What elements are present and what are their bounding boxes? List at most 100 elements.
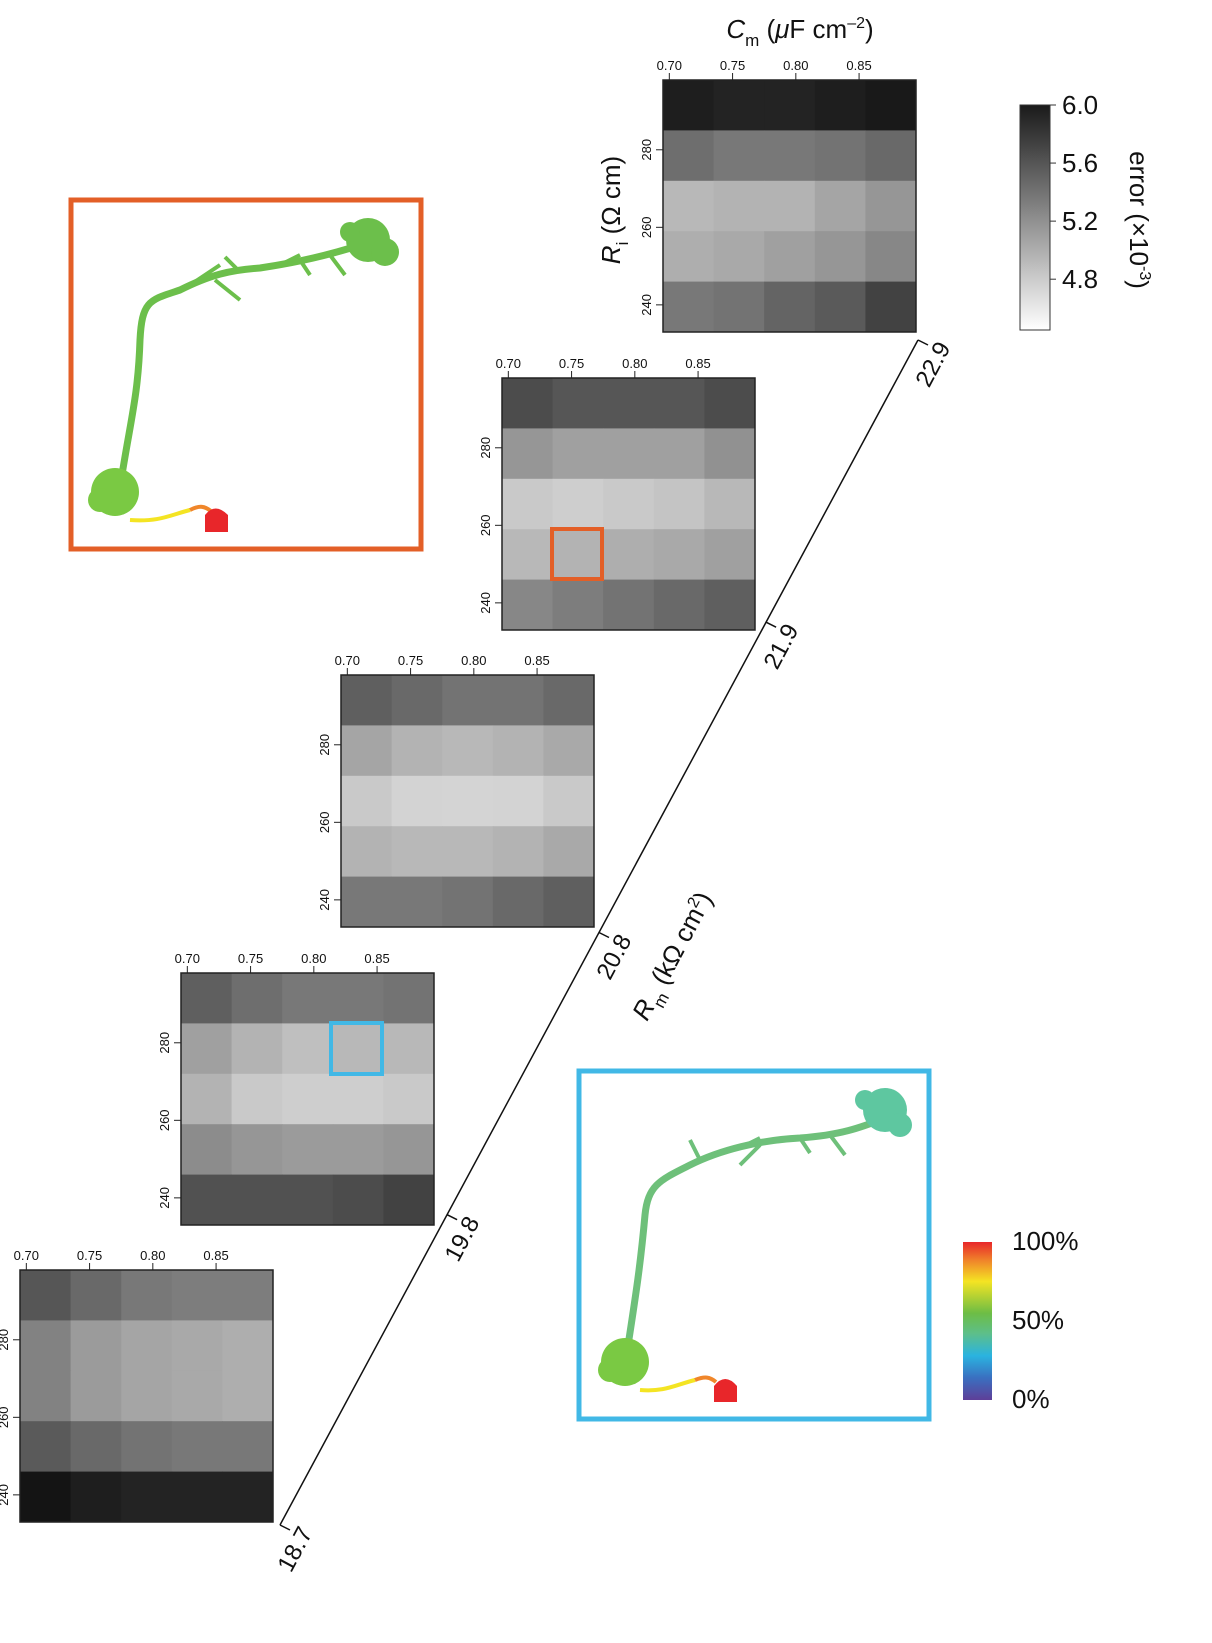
rm-tick <box>280 1525 290 1530</box>
x-title-part: ) <box>865 14 874 44</box>
heatmap-cell <box>71 1270 122 1321</box>
heatmap-cell <box>392 725 443 776</box>
x-tick-label: 0.70 <box>14 1248 39 1263</box>
rm-title-part: (kΩ cm <box>641 902 710 996</box>
heatmap-cell <box>714 231 765 282</box>
heatmap-cell <box>341 877 392 928</box>
heatmap-cell <box>20 1320 71 1371</box>
y-tick-label: 280 <box>157 1032 172 1054</box>
colorbar-tick-label: 5.2 <box>1062 206 1098 236</box>
rm-axis-title: Rm (kΩ cm2) <box>626 887 724 1028</box>
heatmap-cell <box>704 479 755 530</box>
x-title-part: F cm <box>789 14 847 44</box>
x-tick-label: 0.80 <box>301 951 326 966</box>
heatmap-cell <box>232 973 283 1024</box>
y-tick-label: 260 <box>0 1406 11 1428</box>
neuron-panel-orange <box>71 200 421 549</box>
heatmap-cell <box>442 675 493 726</box>
scale-tick-label: 0% <box>1012 1384 1050 1414</box>
x-tick-label: 0.85 <box>685 356 710 371</box>
heatmap-cell <box>865 282 916 333</box>
heatmap-cell <box>493 877 544 928</box>
y-tick-label: 240 <box>157 1187 172 1209</box>
heatmap-cell <box>704 529 755 580</box>
heatmap-cell <box>704 378 755 429</box>
heatmap-cell <box>172 1371 223 1422</box>
heatmap-cell <box>341 725 392 776</box>
x-tick-label: 0.75 <box>720 58 745 73</box>
heatmap-cell <box>865 80 916 131</box>
y-tick-label: 260 <box>317 811 332 833</box>
x-title-part: ( <box>759 14 775 44</box>
rm-tick-label: 19.8 <box>440 1212 486 1266</box>
heatmap-cell <box>392 776 443 827</box>
y-tick-label: 280 <box>639 139 654 161</box>
heatmap-cell <box>815 231 866 282</box>
rm-tick-label: 18.7 <box>272 1523 318 1577</box>
y-title-part: (Ω cm) <box>596 156 626 242</box>
heatmap-cell <box>442 826 493 877</box>
heatmap-cell <box>222 1371 273 1422</box>
colorbar-title-sup: -3 <box>1136 266 1153 280</box>
heatmap-cell <box>502 428 553 479</box>
x-title-symbol: C <box>726 14 745 44</box>
heatmap-cell <box>654 378 705 429</box>
y-tick-label: 280 <box>478 437 493 459</box>
x-tick-label: 0.70 <box>496 356 521 371</box>
heatmap-cell <box>181 1175 232 1226</box>
heatmap-cell <box>714 130 765 181</box>
heatmap-cell <box>341 776 392 827</box>
heatmap-cell <box>553 529 604 580</box>
rm-tick-label: 20.8 <box>591 930 637 984</box>
heatmap-cell <box>333 1023 384 1074</box>
colorbar-tick-label: 5.6 <box>1062 148 1098 178</box>
x-tick-label: 0.80 <box>461 653 486 668</box>
heatmap-cell <box>865 130 916 181</box>
heatmap-cell <box>383 973 434 1024</box>
heatmap-cell <box>654 479 705 530</box>
heatmap-cell <box>493 826 544 877</box>
heatmap-cell <box>71 1320 122 1371</box>
heatmap-cell <box>815 80 866 131</box>
heatmap-cell <box>222 1320 273 1371</box>
x-tick-label: 0.75 <box>77 1248 102 1263</box>
x-tick-label: 0.70 <box>335 653 360 668</box>
heatmap-cell <box>502 479 553 530</box>
rm-tick <box>766 622 776 627</box>
heatmap-cell <box>815 181 866 232</box>
heatmap-cell <box>172 1270 223 1321</box>
x-tick-label: 0.85 <box>524 653 549 668</box>
heatmap-cell <box>20 1270 71 1321</box>
rm-tick-label: 21.9 <box>759 620 805 674</box>
heatmap-cell <box>20 1421 71 1472</box>
heatmap-cell <box>341 675 392 726</box>
heatmap-cell <box>815 282 866 333</box>
heatmap-cell <box>282 1023 333 1074</box>
heatmap-cell <box>603 580 654 631</box>
x-tick-label: 0.85 <box>846 58 871 73</box>
heatmap-cell <box>442 776 493 827</box>
heatmap-cell <box>232 1124 283 1175</box>
x-tick-label: 0.85 <box>364 951 389 966</box>
y-tick-label: 260 <box>478 514 493 536</box>
heatmap-cell <box>333 1124 384 1175</box>
heatmap-cell <box>392 675 443 726</box>
heatmap-cell <box>181 1124 232 1175</box>
heatmap-cell <box>181 1074 232 1125</box>
heatmap-cell <box>383 1124 434 1175</box>
heatmap-cell <box>121 1371 172 1422</box>
neuron-colorscale <box>963 1242 992 1400</box>
heatmap-cell <box>502 580 553 631</box>
y-title-symbol: R <box>596 245 626 264</box>
heatmap-cell <box>603 479 654 530</box>
heatmap-cell <box>493 776 544 827</box>
heatmap-cell <box>222 1270 273 1321</box>
y-tick-label: 240 <box>478 592 493 614</box>
x-tick-label: 0.70 <box>175 951 200 966</box>
heatmap-cell <box>121 1320 172 1371</box>
heatmap-cell <box>654 428 705 479</box>
heatmap-cell <box>553 479 604 530</box>
heatmap-cell <box>172 1421 223 1472</box>
heatmap-cell <box>282 1124 333 1175</box>
heatmap-cell <box>714 181 765 232</box>
